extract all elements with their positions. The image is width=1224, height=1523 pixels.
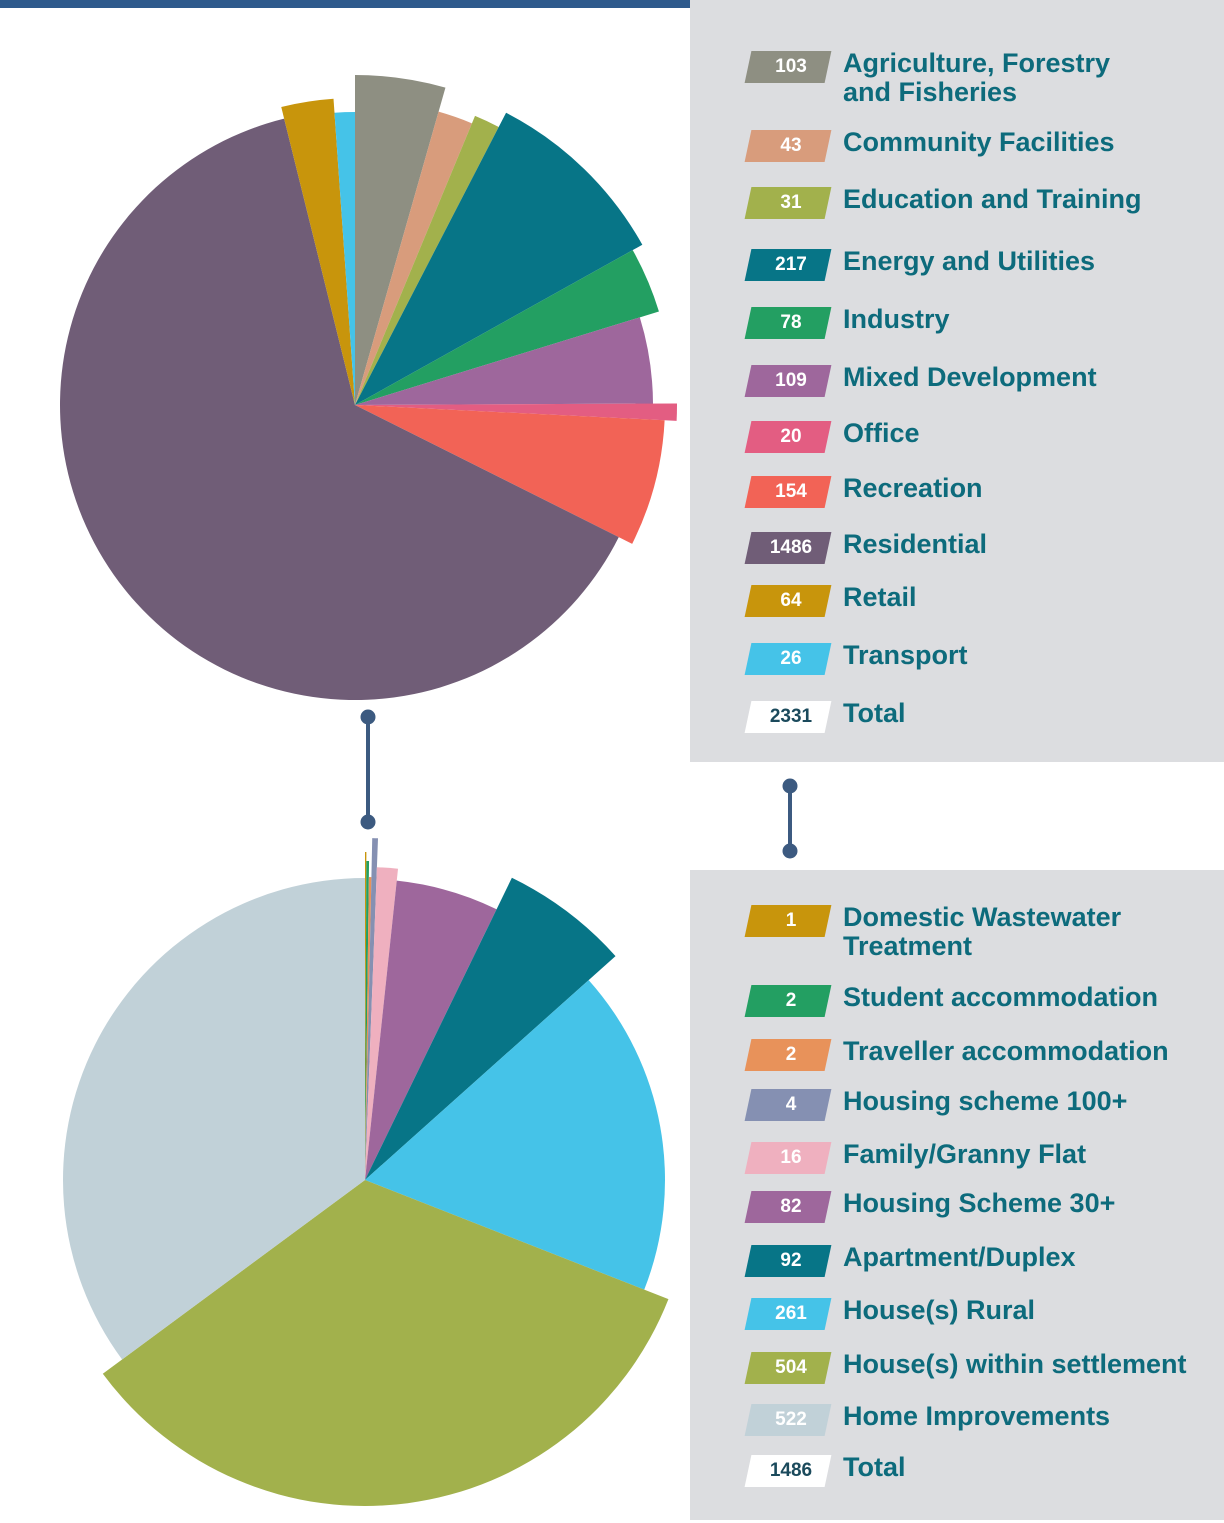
value-label: 26 [780,648,802,669]
value-label: 20 [780,426,802,447]
legend-label: Industry [843,304,950,334]
pie-slice [355,75,446,405]
pie-slice [365,877,616,1180]
pie-slice [365,880,497,1180]
legend-label: Mixed Development [843,362,1097,392]
pie-slice [355,317,653,405]
pie-slice [334,112,355,405]
pie-slice [365,861,370,1180]
pie-slice [365,980,665,1290]
value-label: 2 [785,1044,797,1065]
pie-slice [365,877,372,1180]
pie-slice [60,118,619,700]
value-label: 504 [775,1357,807,1378]
value-label: 4 [785,1094,797,1115]
pie-slice [62,878,366,1360]
total-label: Total [843,698,906,728]
legend-label: Home Improvements [843,1401,1111,1431]
legend-label: Traveller accommodation [843,1036,1169,1066]
connector-dot [360,814,376,830]
legend-label: Domestic Wastewater Treatment [843,902,1122,961]
legend-label: Transport [843,640,968,670]
legend-label: House(s) Rural [843,1295,1036,1325]
legend-label: House(s) within settlement [843,1349,1187,1379]
connector-dot [782,778,798,794]
value-label: 154 [775,481,807,502]
legend-label: Apartment/Duplex [843,1242,1076,1272]
value-label: 522 [775,1409,807,1430]
pie-slice [355,111,472,406]
connector-dot [360,709,376,725]
value-label: 103 [775,56,807,77]
value-label: 1486 [769,537,813,558]
legend-label: Housing Scheme 30+ [843,1188,1116,1218]
pie-slice [355,115,499,406]
legend-label: Office [843,418,920,448]
pie-slice [365,852,367,1180]
connector-dot [782,843,798,859]
pie-slice [102,1180,669,1506]
value-label: 64 [780,590,802,611]
value-label: 92 [780,1250,802,1271]
value-label: 43 [780,135,802,156]
pie-slice [355,112,643,405]
legend-label: Agriculture, Forestry and Fisheries [843,48,1111,107]
legend-label: Recreation [843,473,983,503]
value-label: 16 [780,1147,802,1168]
value-label: 217 [775,254,807,275]
pie-slice [281,98,355,405]
top-bar [0,0,1224,8]
pie-slice [355,250,659,405]
connectors [360,709,798,859]
legend-label: Student accommodation [843,982,1159,1012]
legend-label: Community Facilities [843,127,1115,157]
legend-label: Energy and Utilities [843,246,1096,276]
value-label: 109 [775,370,807,391]
value-label: 1 [785,910,797,931]
value-label: 78 [780,312,802,333]
legend-label: Family/Granny Flat [843,1139,1087,1169]
total-value: 1486 [769,1460,813,1481]
legend-label: Retail [843,582,917,612]
value-label: 261 [775,1303,807,1324]
value-label: 82 [780,1196,802,1217]
pie-slice [365,838,379,1180]
pie-slice [355,405,665,544]
pie-slice [355,403,678,421]
legend-label: Residential [843,529,988,559]
pie-slice [365,867,399,1180]
legend-label: Education and Training [843,184,1142,214]
value-label: 2 [785,990,797,1011]
total-value: 2331 [769,706,813,727]
legend-label: Housing scheme 100+ [843,1086,1128,1116]
total-label: Total [843,1452,906,1482]
value-label: 31 [780,192,802,213]
